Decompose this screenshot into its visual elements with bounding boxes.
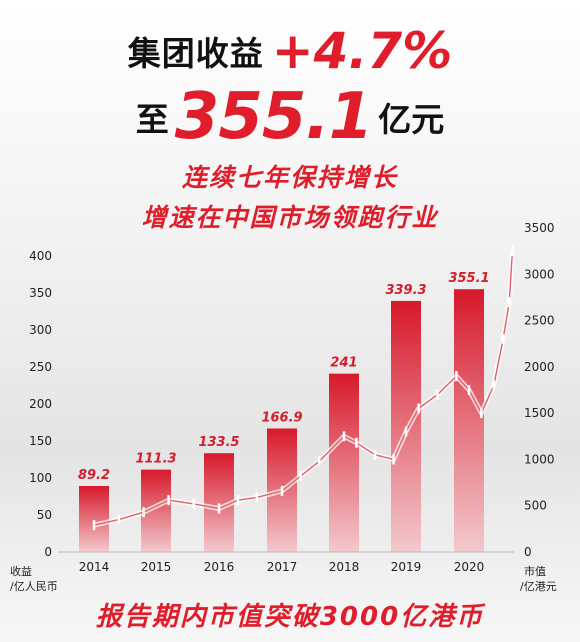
bar-2018 (329, 373, 359, 552)
x-tick-2015: 2015 (141, 560, 172, 574)
y-right-label-line2: /亿港元 (520, 580, 557, 593)
bar-2019 (391, 300, 421, 552)
x-tick-2016: 2016 (204, 560, 235, 574)
y-left-tick-400: 400 (29, 249, 52, 263)
bar-2014 (79, 485, 109, 552)
headline-unit: 亿元 (378, 100, 445, 139)
y-right-tick-2000: 2000 (524, 360, 555, 374)
subheadline-growth-streak: 连续七年保持增长 (181, 163, 398, 192)
y-right-tick-0: 0 (524, 545, 532, 559)
headline-growth-value: +4.7% (271, 22, 453, 80)
y-right-tick-3000: 3000 (524, 267, 555, 281)
x-tick-2017: 2017 (267, 560, 298, 574)
value-label-2014: 89.2 (78, 468, 110, 483)
y-right-tick-2500: 2500 (524, 314, 555, 328)
headline-revenue-value: 355.1 (174, 80, 373, 154)
footer-market-cap-note: 报告期内市值突破3000亿港币 (95, 602, 485, 632)
value-label-2019: 339.3 (385, 283, 426, 298)
x-tick-2019: 2019 (391, 560, 422, 574)
y-left-tick-150: 150 (29, 434, 52, 448)
value-label-2016: 133.5 (198, 435, 239, 450)
value-label-2018: 241 (330, 356, 357, 371)
y-right-tick-3500: 3500 (524, 221, 555, 235)
y-left-tick-300: 300 (29, 323, 52, 337)
value-label-2017: 166.9 (261, 410, 302, 425)
headline-revenue-growth: 集团收益 +4.7% (0, 22, 580, 82)
bar-2020 (454, 289, 484, 552)
x-tick-2020: 2020 (454, 560, 485, 574)
y-left-tick-100: 100 (29, 471, 52, 485)
y-left-tick-200: 200 (29, 397, 52, 411)
y-left-label-line2: /亿人民币 (10, 580, 58, 593)
y-right-label-line1: 市值 (524, 564, 546, 578)
headline-revenue-label: 集团收益 (127, 34, 264, 73)
y-left-tick-50: 50 (37, 508, 52, 522)
headline-revenue-total: 至355.1 亿元 (0, 80, 580, 154)
y-right-tick-1000: 1000 (524, 452, 555, 466)
y-right-tick-500: 500 (524, 499, 547, 513)
subheadline-industry-lead: 增速在中国市场领跑行业 (141, 203, 439, 232)
headline-prefix: 至 (135, 100, 169, 139)
x-tick-2018: 2018 (329, 560, 360, 574)
y-left-label-line1: 收益 (10, 564, 32, 578)
y-left-tick-0: 0 (44, 545, 52, 559)
y-left-tick-350: 350 (29, 286, 52, 300)
value-label-2020: 355.1 (448, 271, 489, 286)
y-right-tick-1500: 1500 (524, 406, 555, 420)
value-label-2015: 111.3 (135, 452, 176, 467)
y-left-tick-250: 250 (29, 360, 52, 374)
x-tick-2014: 2014 (79, 560, 110, 574)
